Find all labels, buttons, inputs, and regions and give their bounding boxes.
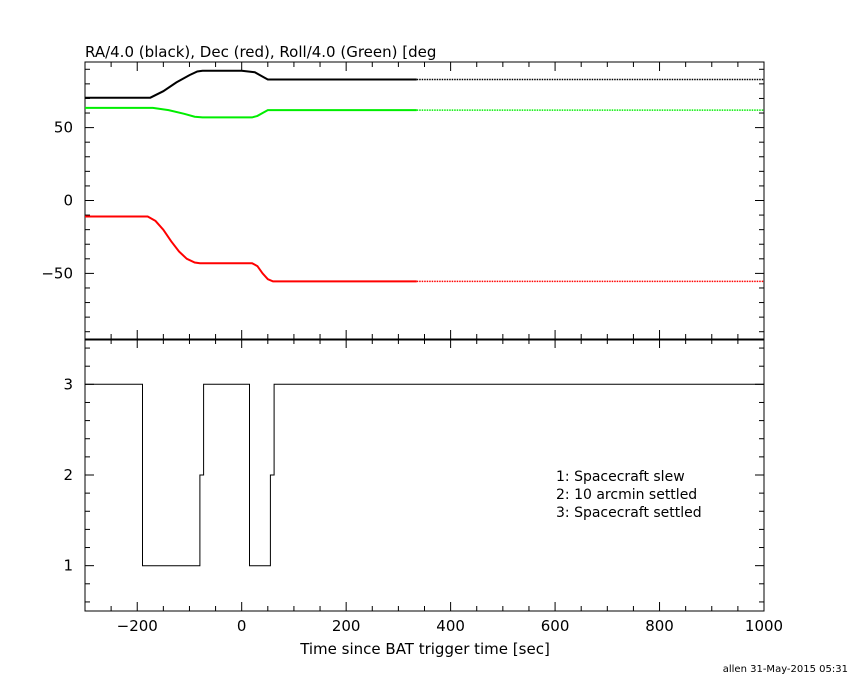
x-axis-label: Time since BAT trigger time [sec] [299,640,550,658]
y-tick-label: 0 [63,192,73,210]
top-axis-ticks: −50 0 50 [41,62,765,339]
bottom-series-group [85,383,764,567]
y-tick-label: −50 [41,264,73,282]
x-tick-label: 200 [332,617,361,635]
y-tick-label: 50 [54,119,73,137]
x-tick-label: −200 [117,617,158,635]
footer-credit: allen 31-May-2015 05:31 [723,664,848,675]
x-tick-label: 800 [645,617,674,635]
bottom-panel: −200 0 200 400 600 800 1000 1 2 3 Time since BAT … [63,338,783,658]
bottom-axis-ticks: −200 0 200 400 600 800 1000 1 2 3 [63,339,783,635]
y-tick-label: 3 [63,375,73,393]
series-line-2 [85,215,417,283]
x-tick-label: 1000 [745,617,783,635]
x-tick-label: 600 [541,617,570,635]
legend-entry-1: 1: Spacecraft slew [556,469,685,485]
x-tick-label: 0 [237,617,247,635]
top-chart-title: RA/4.0 (black), Dec (red), Roll/4.0 (Gre… [85,43,436,61]
top-plot-frame [84,61,765,340]
series-line-0 [85,69,417,99]
top-panel: RA/4.0 (black), Dec (red), Roll/4.0 (Gre… [41,43,765,340]
y-tick-label: 2 [63,466,73,484]
x-tick-label: 400 [436,617,465,635]
status-step-line-0 [85,383,764,567]
top-series-group [85,69,764,283]
legend: 1: Spacecraft slew 2: 10 arcmin settled … [556,469,702,521]
series-line-1 [85,106,417,119]
legend-entry-2: 2: 10 arcmin settled [556,487,697,503]
legend-entry-3: 3: Spacecraft settled [556,505,702,521]
y-tick-label: 1 [63,557,73,575]
